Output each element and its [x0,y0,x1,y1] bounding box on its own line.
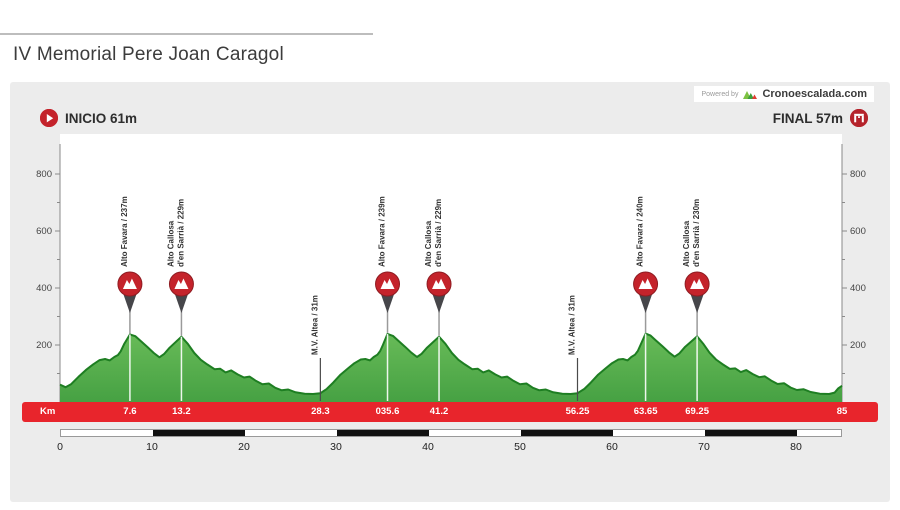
finish-label: FINAL 57m [773,109,868,127]
scale-tick-label: 30 [330,441,342,453]
climb-marker: Alto Callosa d'en Sarrià / 229m [424,199,452,401]
mountain-icon [690,278,705,289]
scale-tick-label: 60 [606,441,618,453]
scale-tick-label: 40 [422,441,434,453]
scale-tick-label: 70 [698,441,710,453]
elevation-line [59,332,843,395]
climb-label: d'en Sarrià / 230m [692,199,701,267]
elevation-chart: 200 400 600 800 200 400 600 800 Alto Favara / 23… [36,134,866,402]
profile-panel: Powered by Cronoescalada.com INICIO 61m … [10,82,890,502]
km-axis-label: 85 [836,406,848,417]
brand-name: Cronoescalada.com [762,88,867,100]
scale-tick-label: 80 [790,441,802,453]
mountain-icon [638,278,653,289]
y-tick-label: 600 [850,226,866,237]
mountain-icon [380,278,395,289]
y-tick-label: 400 [850,283,866,294]
y-tick-label: 200 [850,340,866,351]
powered-by-label: Powered by [701,90,739,98]
y-tick-label: 600 [36,226,52,237]
climb-label: Alto Callosa [682,220,691,267]
scale-tick-label: 0 [57,441,63,453]
cronoescalada-logo-icon [742,88,758,100]
scale-segment-black [337,430,429,436]
powered-by-badge[interactable]: Powered by Cronoescalada.com [694,86,874,102]
km-axis-label: 69.25 [685,406,709,417]
climb-label: Alto Favara / 240m [636,196,645,267]
km-axis-label: 7.6 [123,406,137,417]
climb-marker: Alto Callosa d'en Sarrià / 230m [682,199,710,401]
finish-text: FINAL 57m [772,110,843,126]
km-axis-label: 63.65 [633,406,658,417]
climb-marker: Alto Favara / 239m [375,196,401,401]
mountain-icon [174,278,189,289]
scale-segment-black [153,430,245,436]
climb-label: Alto Callosa [424,220,433,267]
climb-label: d'en Sarrià / 229m [434,199,443,267]
start-label: INICIO 61m [40,109,137,127]
mountain-icon [432,278,447,289]
waypoint-label: M.V. Altea / 31m [310,295,319,355]
km-axis-label: 41.2 [429,406,449,417]
km-axis-bar: Km 7.6 13.2 28.3 035.6 41.2 56.25 63.65 69.25 85 [22,402,878,422]
y-tick-label: 800 [36,169,52,180]
scale-segment-black [521,430,613,436]
elevation-area [60,333,842,402]
km-axis-label: 28.3 [311,406,330,417]
distance-scale-bar [60,429,842,437]
km-axis-label: 035.6 [375,406,400,417]
mountain-icon [122,278,137,289]
waypoint-marker: M.V. Altea / 31m [310,295,321,401]
km-axis-label: 56.25 [565,406,590,417]
climb-marker: Alto Callosa d'en Sarrià / 229m [166,199,194,401]
waypoint-marker: M.V. Altea / 31m [568,295,579,401]
km-axis-title: Km [40,406,56,417]
km-axis-label: 13.2 [172,406,191,417]
climb-marker: Alto Favara / 240m [633,196,659,401]
scale-tick-label: 20 [238,441,250,453]
scale-tick-label: 50 [514,441,526,453]
top-divider [0,33,373,35]
start-play-icon [40,109,58,127]
scale-segment-black [705,430,797,436]
climb-label: Alto Callosa [166,220,175,267]
climb-label: Alto Favara / 237m [120,196,129,267]
waypoint-label: M.V. Altea / 31m [568,295,577,355]
y-tick-label: 800 [850,169,866,180]
climb-label: Alto Favara / 239m [378,196,387,267]
start-text: INICIO 61m [65,110,138,126]
finish-gate-icon [850,109,868,127]
scale-tick-label: 10 [146,441,158,453]
y-tick-label: 400 [36,283,52,294]
y-tick-label: 200 [36,340,52,351]
climb-marker: Alto Favara / 237m [117,196,143,401]
page-title: IV Memorial Pere Joan Caragol [13,44,284,65]
climb-label: d'en Sarrià / 229m [176,199,185,267]
